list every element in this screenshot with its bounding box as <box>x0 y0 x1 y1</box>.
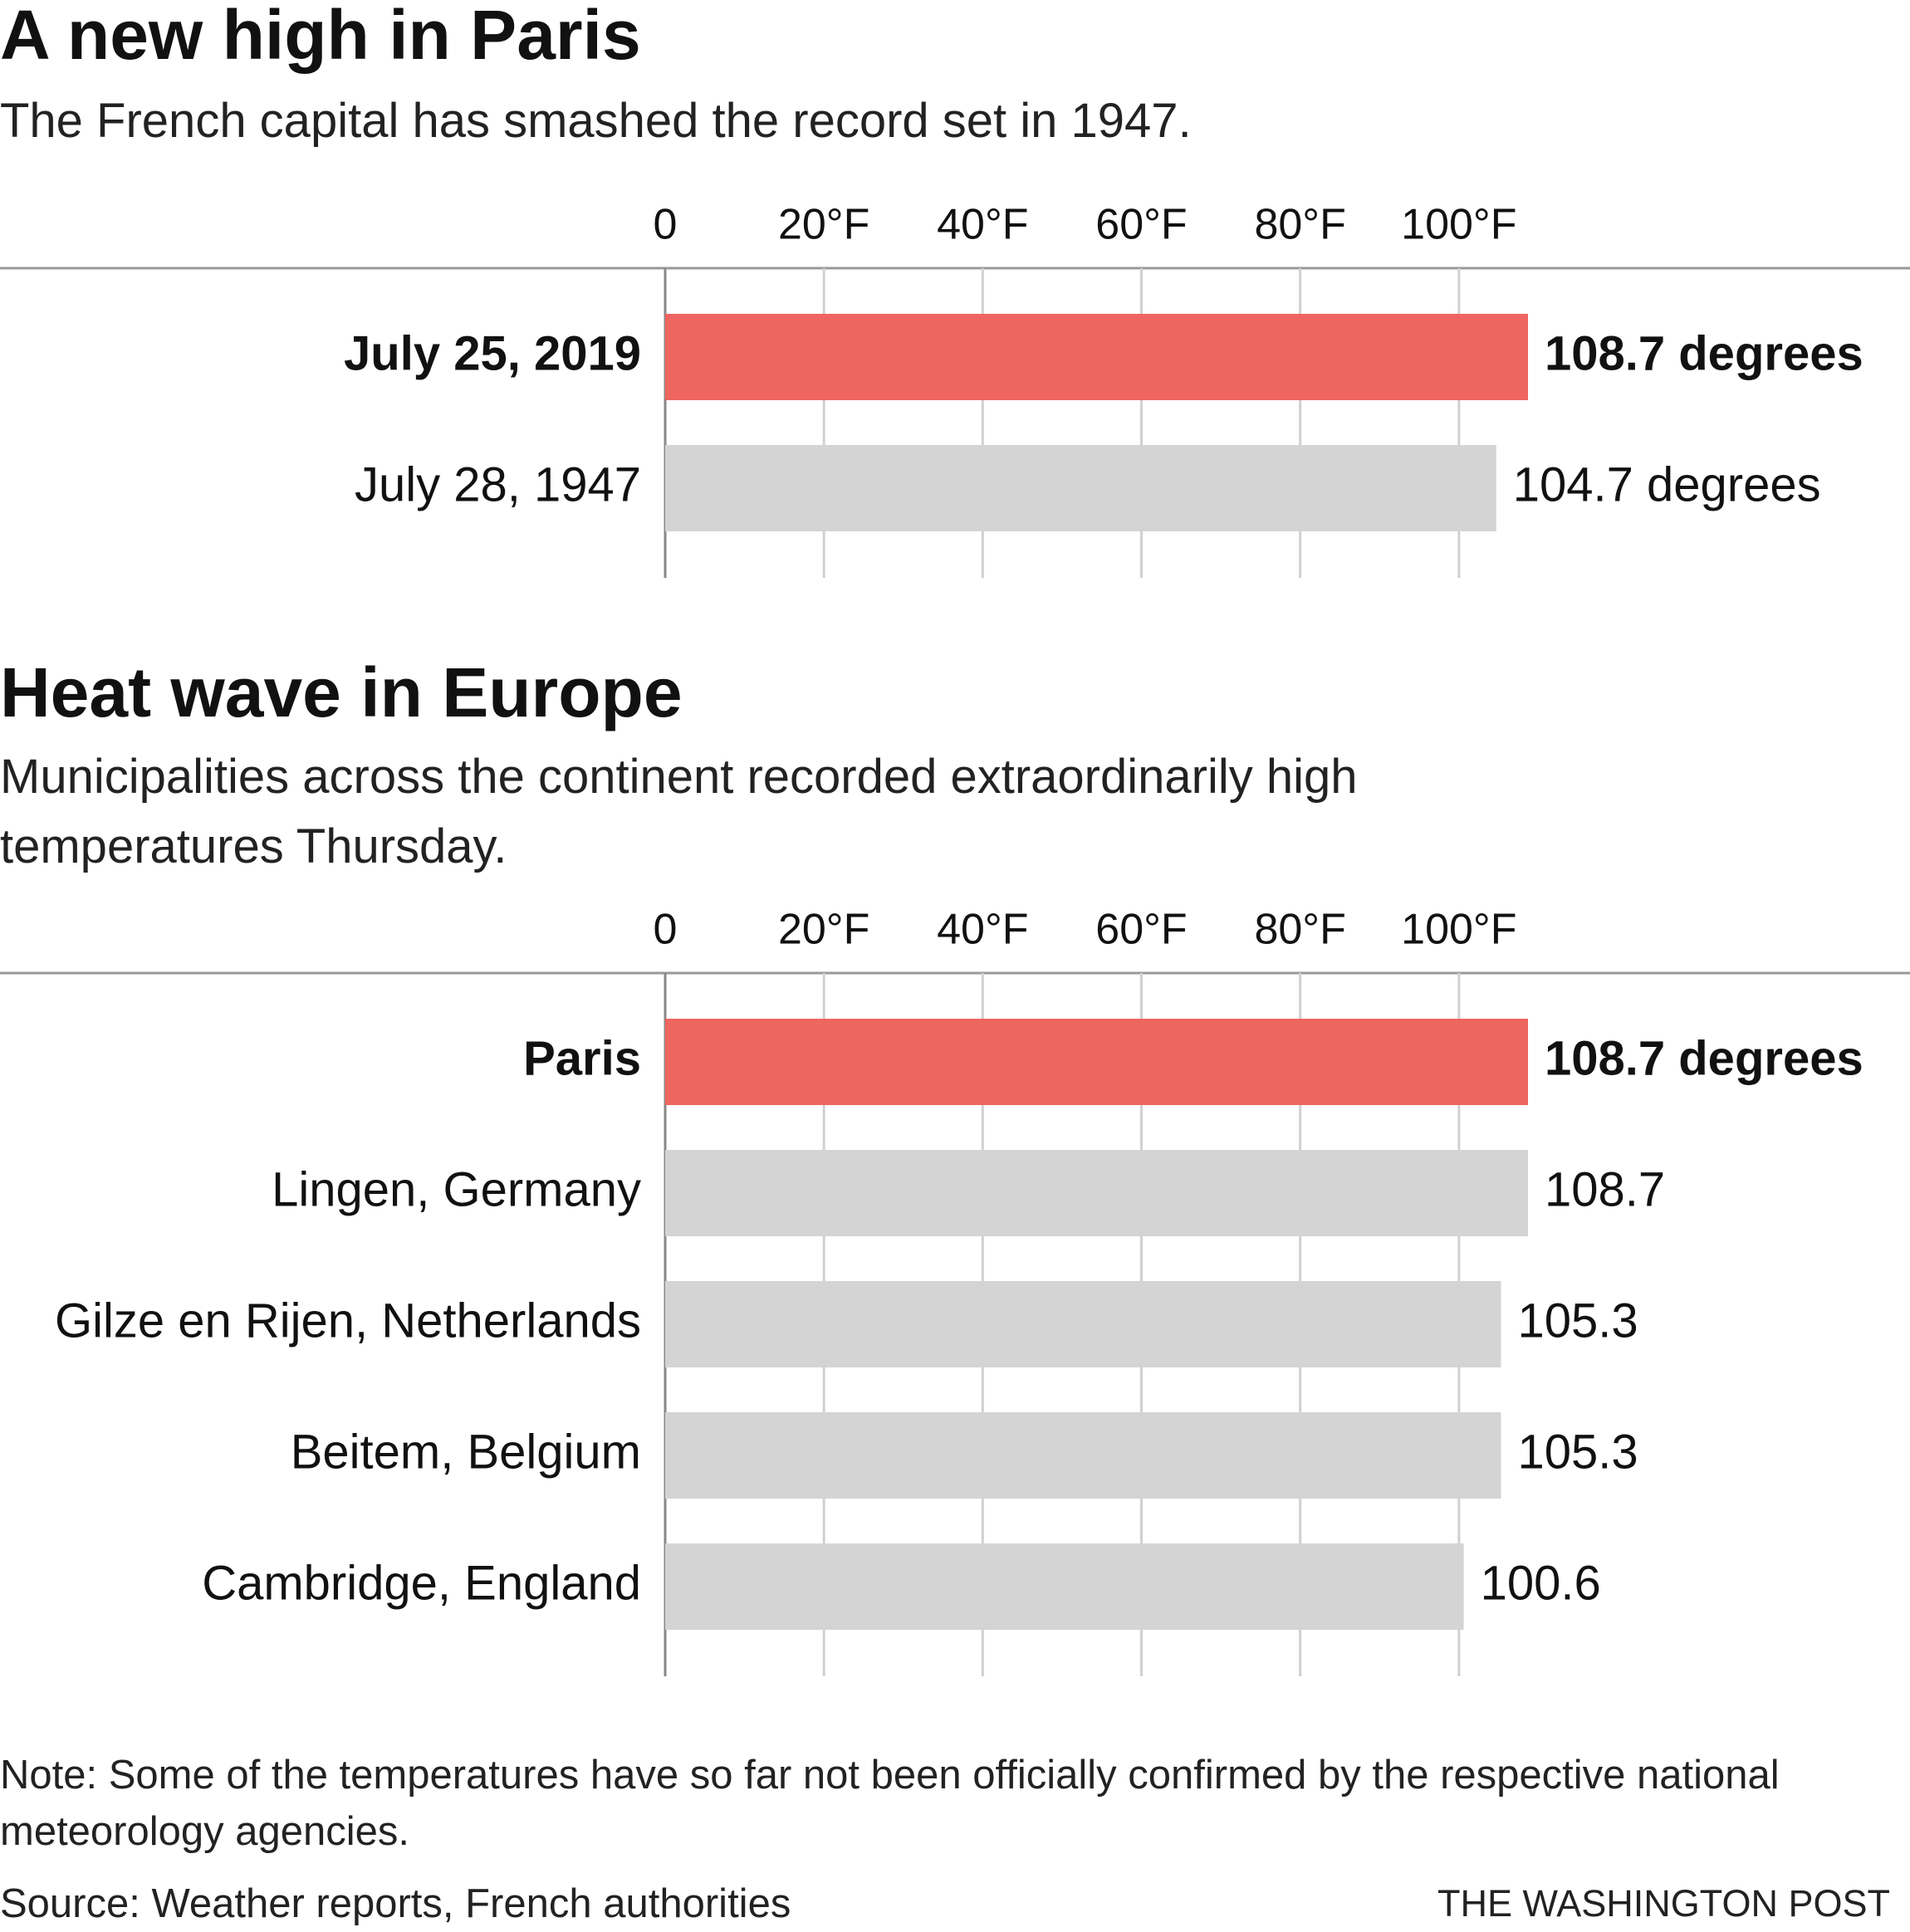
bar <box>665 314 1528 400</box>
chart-subtitle: Municipalities across the continent reco… <box>0 750 1358 873</box>
x-tick-label: 100°F <box>1401 201 1516 249</box>
x-tick-label: 40°F <box>937 906 1028 954</box>
category-label: Gilze en Rijen, Netherlands <box>55 1294 641 1348</box>
bar <box>665 1281 1501 1367</box>
category-label: July 28, 1947 <box>355 457 641 511</box>
chart-subtitle: The French capital has smashed the recor… <box>0 94 1192 148</box>
x-tick-label: 40°F <box>937 201 1028 249</box>
bar <box>665 1543 1464 1630</box>
category-label: Cambridge, England <box>202 1556 641 1610</box>
credit: THE WASHINGTON POST <box>1437 1882 1890 1925</box>
value-label: 108.7 degrees <box>1545 326 1863 380</box>
note: Note: Some of the temperatures have so f… <box>0 1753 1780 1854</box>
bar <box>665 445 1496 531</box>
x-tick-label: 80°F <box>1254 906 1345 954</box>
x-tick-label: 20°F <box>778 906 869 954</box>
bar <box>665 1412 1501 1499</box>
chart-title: Heat wave in Europe <box>0 653 683 731</box>
x-tick-label: 0 <box>654 201 678 249</box>
x-tick-label: 100°F <box>1401 906 1516 954</box>
source: Source: Weather reports, French authorit… <box>0 1881 791 1926</box>
value-label: 108.7 <box>1545 1162 1665 1216</box>
category-label: Lingen, Germany <box>272 1162 641 1216</box>
x-tick-label: 80°F <box>1254 201 1345 249</box>
x-tick-label: 20°F <box>778 201 869 249</box>
x-tick-label: 60°F <box>1095 201 1187 249</box>
value-label: 108.7 degrees <box>1545 1031 1863 1085</box>
category-label: Beitem, Belgium <box>291 1425 641 1479</box>
value-label: 105.3 <box>1518 1294 1638 1348</box>
category-label: July 25, 2019 <box>344 326 641 380</box>
value-label: 104.7 degrees <box>1513 457 1821 511</box>
bar <box>665 1150 1528 1236</box>
x-tick-label: 60°F <box>1095 906 1187 954</box>
bar <box>665 1019 1528 1105</box>
value-label: 105.3 <box>1518 1425 1638 1479</box>
chart-title: A new high in Paris <box>0 0 641 74</box>
category-label: Paris <box>523 1031 641 1085</box>
x-tick-label: 0 <box>654 906 678 954</box>
value-label: 100.6 <box>1481 1556 1601 1610</box>
